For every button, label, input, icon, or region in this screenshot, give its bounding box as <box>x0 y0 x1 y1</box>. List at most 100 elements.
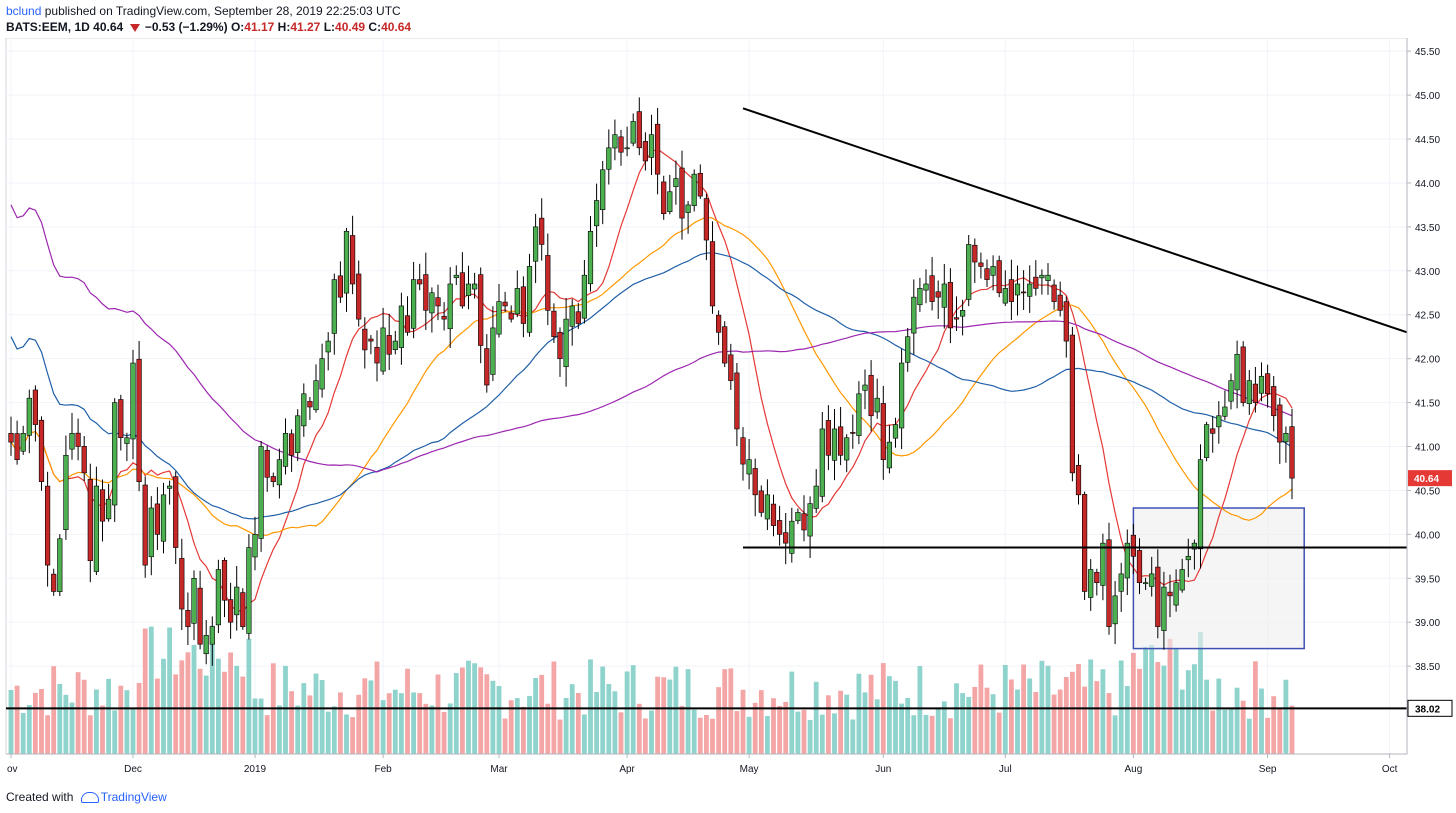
volume-bar <box>1161 665 1167 754</box>
candle <box>941 283 947 308</box>
candle <box>1191 542 1197 550</box>
candle <box>404 315 411 333</box>
candle <box>459 272 466 307</box>
candle <box>246 547 252 634</box>
candle <box>532 226 539 262</box>
candle <box>844 437 850 461</box>
volume-bar <box>807 719 813 754</box>
volume-bar <box>356 694 362 754</box>
candle <box>453 274 459 279</box>
volume-bar <box>874 699 880 754</box>
author-link[interactable]: bclund <box>6 4 42 18</box>
volume-bar <box>588 659 593 754</box>
volume-bar <box>423 703 429 754</box>
last-price-label: 40.64 <box>1414 474 1439 485</box>
support-price-label: 38.02 <box>1415 704 1440 715</box>
volume-bar <box>252 698 258 754</box>
candle <box>203 635 209 655</box>
candle <box>850 432 856 434</box>
candle <box>935 291 941 298</box>
volume-bar <box>990 694 996 754</box>
candle <box>789 520 795 554</box>
volume-bar <box>179 660 185 754</box>
volume-bar <box>1137 668 1142 754</box>
candle <box>270 476 276 482</box>
volume-bar <box>460 667 465 754</box>
volume-bar <box>1027 678 1033 754</box>
volume-bar <box>130 709 136 754</box>
volume-bar <box>740 689 746 754</box>
volume-bar <box>161 658 166 754</box>
candle <box>801 513 807 531</box>
candle <box>1271 386 1277 417</box>
volume-bar <box>1246 718 1252 754</box>
candle <box>288 433 295 456</box>
volume-bar <box>630 665 636 754</box>
candle <box>417 279 423 285</box>
created-with-text: Created with <box>6 790 74 804</box>
volume-bar <box>478 667 484 754</box>
candle <box>746 459 752 475</box>
volume-bar <box>1234 687 1240 754</box>
volume-bar <box>984 687 990 754</box>
volume-bar <box>368 680 374 754</box>
candle <box>1039 274 1045 279</box>
tradingview-link[interactable]: TradingView <box>100 790 167 804</box>
candle <box>478 274 484 346</box>
price-tick-label: 39.50 <box>1415 574 1440 585</box>
time-tick-label: Aug <box>1125 764 1143 775</box>
volume-bar <box>649 710 654 754</box>
candle <box>142 484 148 566</box>
candle <box>624 147 630 150</box>
volume-bar <box>716 687 721 754</box>
last-price-marker <box>1408 470 1452 487</box>
volume-bar <box>81 679 87 754</box>
volume-bar <box>893 680 898 754</box>
candle <box>728 354 734 381</box>
price-chart[interactable]: 45.50 45.00 44.50 44.00 43.50 43.00 42.50 42.00… <box>0 38 1456 782</box>
candle <box>325 340 331 353</box>
volume-bar <box>87 715 93 754</box>
time-tick-label: Jul <box>999 764 1012 775</box>
time-axis[interactable] <box>0 754 1407 782</box>
candle <box>1045 274 1051 281</box>
price-axis[interactable] <box>1407 38 1456 754</box>
candle <box>892 424 899 439</box>
volume-bar <box>490 680 496 754</box>
volume-bar <box>399 693 404 754</box>
price-tick-label: 40.00 <box>1415 530 1440 541</box>
volume-bar <box>26 705 32 754</box>
volume-bar <box>167 627 172 754</box>
candle <box>526 266 533 333</box>
volume-bar <box>258 698 264 754</box>
candle <box>1069 334 1075 474</box>
candle <box>654 123 661 175</box>
ma-30-line <box>10 216 1293 536</box>
volume-bar <box>405 668 410 754</box>
time-tick-label: Sep <box>1259 764 1277 775</box>
candle <box>1130 534 1136 557</box>
candle <box>38 419 45 482</box>
candle <box>63 455 69 530</box>
high-value: 41.27 <box>290 20 321 34</box>
volume-bar <box>734 711 740 754</box>
candle <box>423 274 429 311</box>
volume-bar <box>100 705 105 754</box>
ohlc-legend: BATS:EEM, 1D 40.64 −0.53 (−1.29%) O:41.1… <box>6 20 411 34</box>
volume-bar <box>453 673 459 754</box>
candle <box>1027 283 1033 297</box>
candle <box>837 426 844 456</box>
volume-bar <box>496 686 502 754</box>
candle <box>898 362 905 429</box>
volume-bar <box>948 718 953 754</box>
candle <box>234 586 240 616</box>
candle <box>1185 556 1191 561</box>
resistance-trendline[interactable] <box>742 107 1408 334</box>
candle <box>575 311 581 324</box>
volume-bar <box>1198 632 1203 754</box>
candle <box>551 310 557 337</box>
volume-bar <box>929 715 935 754</box>
volume-bar <box>1289 705 1295 754</box>
volume-bar <box>14 685 20 754</box>
candle <box>752 468 758 496</box>
